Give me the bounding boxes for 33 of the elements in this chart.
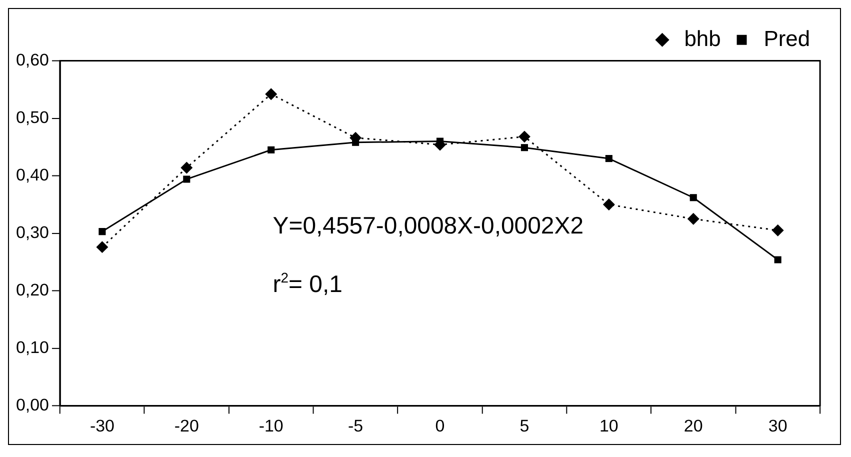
y-tick-label: 0,50	[16, 108, 49, 127]
legend-label: bhb	[684, 26, 721, 51]
point	[605, 154, 612, 162]
point	[774, 256, 782, 264]
y-tick-label: 0,20	[16, 280, 49, 300]
point	[687, 212, 700, 225]
x-tick-label: 5	[520, 416, 530, 436]
point	[268, 146, 275, 154]
x-tick-label: -10	[258, 416, 284, 436]
point	[690, 194, 697, 202]
point	[772, 224, 784, 236]
annotation: Y=0,4557-0,0008X-0,0002X2	[272, 212, 584, 240]
x-tick-label: 30	[768, 416, 788, 436]
y-tick-label: 0,30	[16, 222, 49, 242]
y-tick-label: 0,40	[16, 165, 49, 184]
y-tick-label: 0,60	[16, 50, 49, 70]
point	[518, 130, 530, 143]
x-tick-label: -20	[174, 416, 199, 436]
legend-label: Pred	[764, 26, 810, 51]
y-tick-label: 0,10	[16, 338, 49, 357]
point	[180, 162, 193, 174]
x-tick-label: -5	[348, 416, 364, 436]
x-tick-label: 10	[599, 416, 618, 436]
x-tick-label: -30	[90, 416, 114, 436]
x-tick-label: 20	[684, 416, 703, 436]
point	[602, 198, 615, 210]
point	[96, 241, 108, 254]
x-tick-label: 0	[435, 416, 445, 436]
point	[265, 88, 278, 100]
point	[183, 176, 190, 183]
y-tick-label: 0,00	[16, 395, 49, 414]
point	[98, 228, 106, 236]
point	[520, 144, 528, 152]
